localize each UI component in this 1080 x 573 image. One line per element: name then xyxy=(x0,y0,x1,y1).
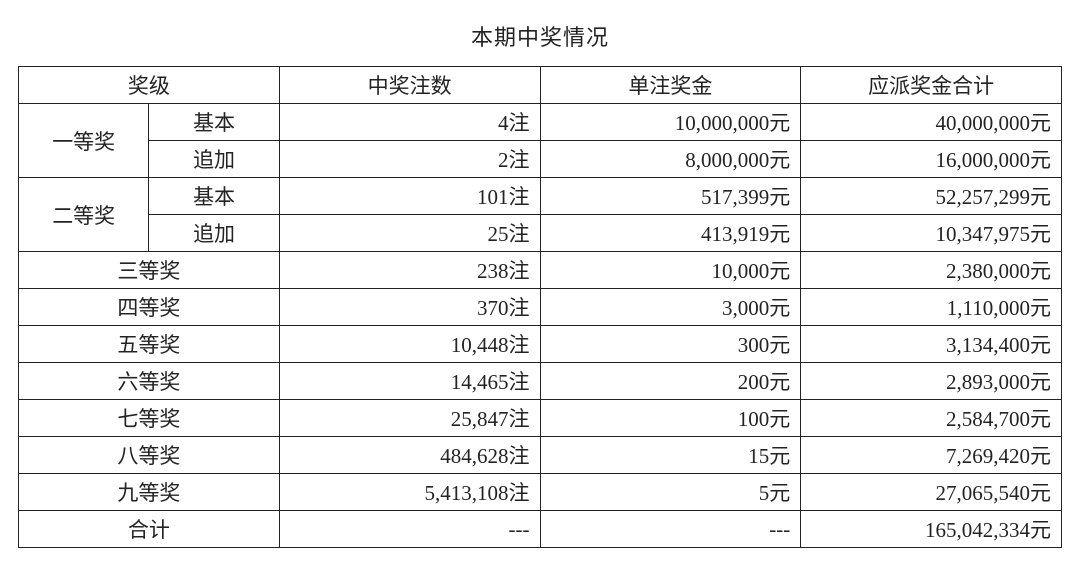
cell-count: 25,847注 xyxy=(279,400,540,437)
first-prize-label: 一等奖 xyxy=(19,104,149,178)
row-label: 五等奖 xyxy=(19,326,280,363)
total-label: 合计 xyxy=(19,511,280,548)
cell-total: 3,134,400元 xyxy=(801,326,1062,363)
header-level: 奖级 xyxy=(19,67,280,104)
sub-basic: 基本 xyxy=(149,104,279,141)
table-row: 九等奖 5,413,108注 5元 27,065,540元 xyxy=(19,474,1062,511)
cell-total: 40,000,000元 xyxy=(801,104,1062,141)
cell-amount: 300元 xyxy=(540,326,801,363)
second-prize-addon-row: 追加 25注 413,919元 10,347,975元 xyxy=(19,215,1062,252)
cell-total: 2,584,700元 xyxy=(801,400,1062,437)
cell-total: 27,065,540元 xyxy=(801,474,1062,511)
cell-count: 25注 xyxy=(279,215,540,252)
cell-count: 370注 xyxy=(279,289,540,326)
table-row: 八等奖 484,628注 15元 7,269,420元 xyxy=(19,437,1062,474)
cell-amount: 100元 xyxy=(540,400,801,437)
cell-count: 10,448注 xyxy=(279,326,540,363)
cell-total: 16,000,000元 xyxy=(801,141,1062,178)
cell-amount: --- xyxy=(540,511,801,548)
cell-total: 7,269,420元 xyxy=(801,437,1062,474)
cell-amount: 517,399元 xyxy=(540,178,801,215)
row-label: 三等奖 xyxy=(19,252,280,289)
cell-amount: 413,919元 xyxy=(540,215,801,252)
first-prize-basic-row: 一等奖 基本 4注 10,000,000元 40,000,000元 xyxy=(19,104,1062,141)
first-prize-addon-row: 追加 2注 8,000,000元 16,000,000元 xyxy=(19,141,1062,178)
table-row: 三等奖 238注 10,000元 2,380,000元 xyxy=(19,252,1062,289)
cell-count: --- xyxy=(279,511,540,548)
cell-total: 2,893,000元 xyxy=(801,363,1062,400)
cell-amount: 10,000元 xyxy=(540,252,801,289)
second-prize-label: 二等奖 xyxy=(19,178,149,252)
cell-amount: 8,000,000元 xyxy=(540,141,801,178)
total-row: 合计 --- --- 165,042,334元 xyxy=(19,511,1062,548)
header-total: 应派奖金合计 xyxy=(801,67,1062,104)
sub-addon: 追加 xyxy=(149,141,279,178)
header-amount: 单注奖金 xyxy=(540,67,801,104)
cell-total: 10,347,975元 xyxy=(801,215,1062,252)
cell-count: 484,628注 xyxy=(279,437,540,474)
row-label: 九等奖 xyxy=(19,474,280,511)
row-label: 四等奖 xyxy=(19,289,280,326)
cell-total: 1,110,000元 xyxy=(801,289,1062,326)
cell-amount: 3,000元 xyxy=(540,289,801,326)
lottery-table: 奖级 中奖注数 单注奖金 应派奖金合计 一等奖 基本 4注 10,000,000… xyxy=(18,66,1062,548)
header-count: 中奖注数 xyxy=(279,67,540,104)
cell-count: 5,413,108注 xyxy=(279,474,540,511)
second-prize-basic-row: 二等奖 基本 101注 517,399元 52,257,299元 xyxy=(19,178,1062,215)
table-row: 七等奖 25,847注 100元 2,584,700元 xyxy=(19,400,1062,437)
cell-amount: 5元 xyxy=(540,474,801,511)
cell-total: 2,380,000元 xyxy=(801,252,1062,289)
table-row: 四等奖 370注 3,000元 1,110,000元 xyxy=(19,289,1062,326)
sub-basic: 基本 xyxy=(149,178,279,215)
row-label: 八等奖 xyxy=(19,437,280,474)
cell-count: 4注 xyxy=(279,104,540,141)
row-label: 七等奖 xyxy=(19,400,280,437)
sub-addon: 追加 xyxy=(149,215,279,252)
table-row: 五等奖 10,448注 300元 3,134,400元 xyxy=(19,326,1062,363)
table-row: 六等奖 14,465注 200元 2,893,000元 xyxy=(19,363,1062,400)
cell-count: 2注 xyxy=(279,141,540,178)
cell-count: 238注 xyxy=(279,252,540,289)
cell-amount: 10,000,000元 xyxy=(540,104,801,141)
cell-amount: 200元 xyxy=(540,363,801,400)
cell-count: 101注 xyxy=(279,178,540,215)
cell-total: 52,257,299元 xyxy=(801,178,1062,215)
cell-amount: 15元 xyxy=(540,437,801,474)
header-row: 奖级 中奖注数 单注奖金 应派奖金合计 xyxy=(19,67,1062,104)
cell-total: 165,042,334元 xyxy=(801,511,1062,548)
row-label: 六等奖 xyxy=(19,363,280,400)
cell-count: 14,465注 xyxy=(279,363,540,400)
page-title: 本期中奖情况 xyxy=(18,20,1062,52)
